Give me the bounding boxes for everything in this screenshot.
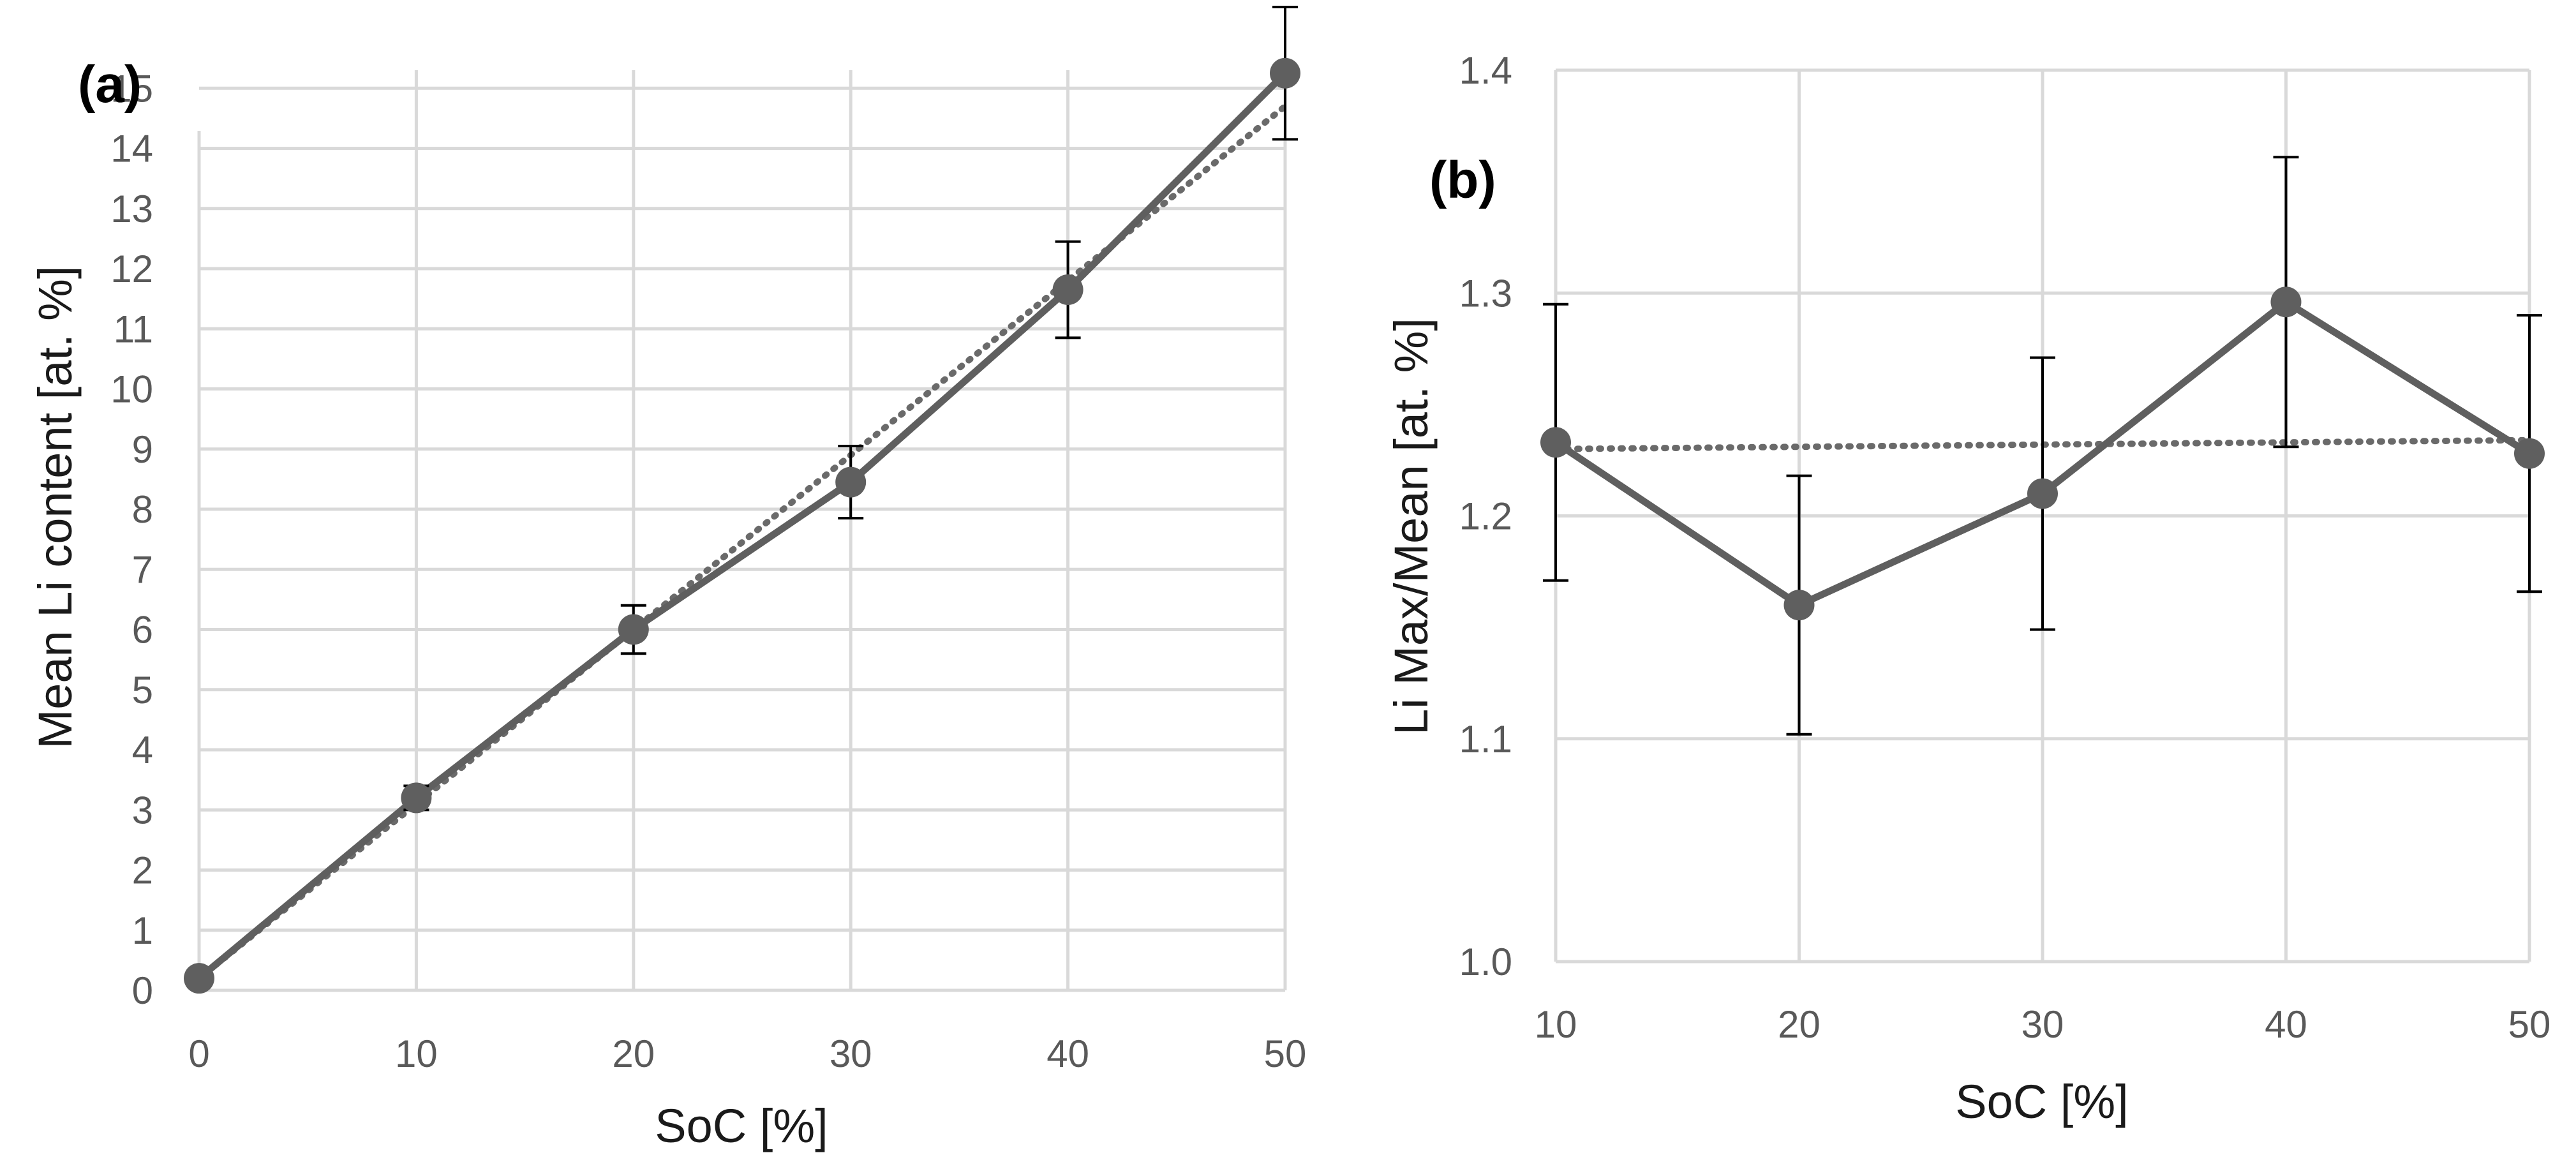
a-horizontal-gridlines (199, 86, 1285, 932)
panel-b: 10 20 30 40 50 1.0 1.1 1.2 1.3 1.4 (b) SoC [%] L… (1385, 49, 2550, 1128)
b-x-axis-label: SoC [%] (1955, 1075, 2128, 1128)
a-x-tick-10: 10 (395, 1032, 438, 1075)
b-y-tick-1.0: 1.0 (1459, 941, 1512, 983)
a-y-tick-4: 4 (132, 729, 153, 771)
a-y-tick-8: 8 (132, 488, 153, 531)
a-y-tick-6: 6 (132, 609, 153, 652)
a-y-tick-9: 9 (132, 428, 153, 471)
a-point-50 (1270, 57, 1300, 89)
a-y-tick-2: 2 (132, 849, 153, 892)
b-y-axis-label: Li Max/Mean [at. %] (1385, 318, 1438, 735)
b-point-50 (2514, 438, 2545, 469)
b-point-30 (2027, 478, 2058, 509)
b-x-tick-50: 50 (2508, 1003, 2551, 1046)
a-point-10 (401, 782, 432, 814)
a-x-tick-0: 0 (188, 1032, 209, 1075)
a-y-tick-1: 1 (132, 909, 153, 952)
b-point-10 (1540, 427, 1571, 458)
a-x-tick-50: 50 (1264, 1032, 1307, 1075)
a-y-tick-15: 15 (110, 67, 153, 110)
b-y-tick-labels: 1.0 1.1 1.2 1.3 1.4 (1459, 49, 1512, 983)
a-point-0 (184, 963, 214, 994)
b-y-tick-1.4: 1.4 (1459, 49, 1512, 92)
a-y-tick-0: 0 (132, 969, 153, 1012)
b-panel-label: (b) (1429, 151, 1496, 209)
a-x-axis-label: SoC [%] (655, 1099, 828, 1152)
a-panel-label: (a) (78, 56, 142, 114)
a-x-tick-labels: 0 10 20 30 40 50 (188, 1032, 1306, 1075)
a-y-tick-12: 12 (110, 248, 153, 290)
b-y-tick-1.1: 1.1 (1459, 718, 1512, 761)
b-y-tick-1.3: 1.3 (1459, 272, 1512, 315)
b-x-tick-labels: 10 20 30 40 50 (1535, 1003, 2551, 1046)
a-y-tick-14: 14 (110, 128, 153, 170)
b-x-tick-40: 40 (2265, 1003, 2307, 1046)
a-y-axis-label: Mean Li content [at. %] (29, 266, 82, 749)
b-data-points (1540, 287, 2545, 621)
a-y-tick-5: 5 (132, 669, 153, 711)
a-y-tick-11: 11 (114, 308, 153, 350)
b-y-tick-1.2: 1.2 (1459, 495, 1512, 538)
b-x-tick-20: 20 (1778, 1003, 1820, 1046)
b-x-tick-30: 30 (2021, 1003, 2064, 1046)
a-point-30 (835, 466, 867, 498)
a-y-tick-10: 10 (110, 368, 153, 411)
a-x-tick-40: 40 (1046, 1032, 1089, 1075)
a-x-tick-20: 20 (612, 1032, 655, 1075)
a-series-line (197, 70, 1288, 981)
a-x-tick-30: 30 (830, 1032, 872, 1075)
a-vertical-gridlines (414, 70, 1287, 990)
a-y-tick-13: 13 (110, 188, 153, 230)
a-point-40 (1052, 274, 1083, 306)
b-point-40 (2270, 287, 2302, 318)
a-data-points (184, 57, 1300, 994)
a-y-tick-7: 7 (132, 548, 153, 591)
b-point-20 (1783, 590, 1815, 621)
b-x-tick-10: 10 (1535, 1003, 1577, 1046)
a-y-tick-3: 3 (132, 789, 153, 831)
a-point-20 (618, 614, 649, 645)
